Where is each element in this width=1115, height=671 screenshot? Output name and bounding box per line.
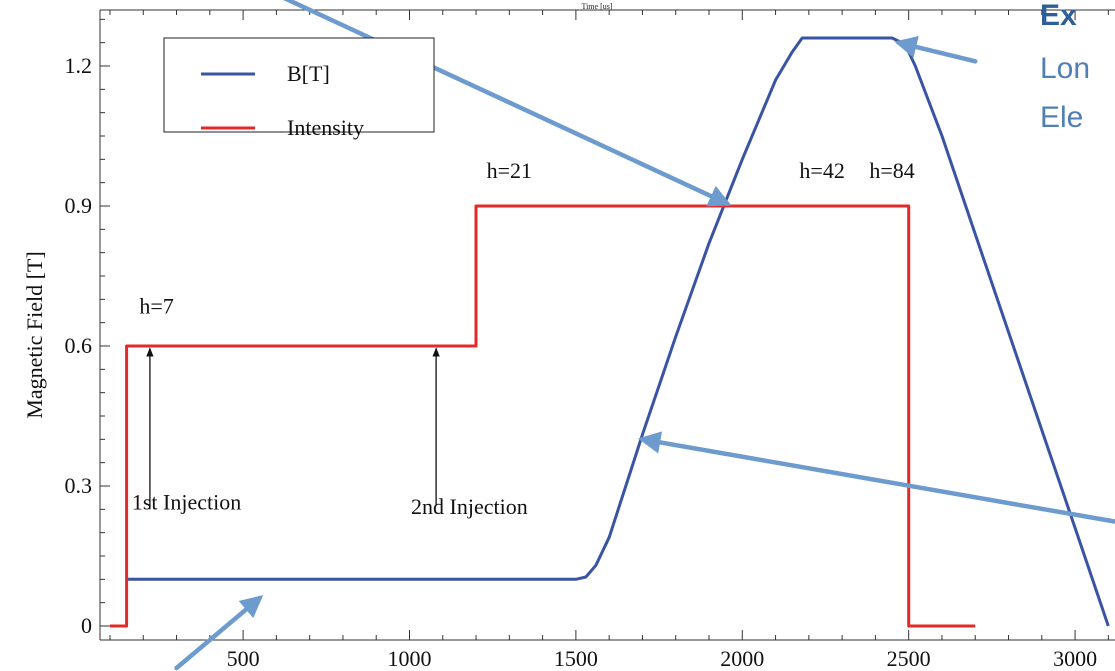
top-axis-label: Time [us] [581, 2, 612, 11]
legend-box [163, 37, 435, 133]
pointer-arrow-ramp [638, 431, 1115, 524]
y-tick-label: 0.9 [65, 193, 93, 218]
x-tick-label: 3000 [1053, 646, 1097, 671]
legend-label-b-field: B[T] [287, 61, 330, 86]
h84-label: h=84 [869, 158, 914, 183]
y-tick-label: 1.2 [65, 53, 93, 78]
y-tick-label: 0.3 [65, 473, 93, 498]
y-axis-label: Magnetic Field [T] [22, 251, 47, 418]
h42-label: h=42 [799, 158, 844, 183]
pointer-arrow-flattop [894, 36, 978, 64]
second-injection-label: 2nd Injection [411, 494, 528, 519]
side-text-line3: Ele [1040, 101, 1083, 134]
x-tick-label: 1500 [554, 646, 598, 671]
first-injection-label: 1st Injection [132, 489, 241, 514]
x-tick-label: 500 [227, 646, 260, 671]
side-text-line1: Ex [1040, 0, 1077, 32]
y-tick-label: 0.6 [65, 333, 93, 358]
y-tick-label: 0 [81, 613, 92, 638]
x-tick-label: 1000 [387, 646, 431, 671]
h7-label: h=7 [139, 293, 173, 318]
x-tick-label: 2500 [887, 646, 931, 671]
legend-label-intensity: Intensity [287, 115, 364, 140]
intensity-series-line [110, 204, 976, 628]
pointer-arrow-crossing [283, 0, 732, 207]
side-text-line2: Lon [1040, 52, 1090, 85]
b-field-series-line [126, 36, 1110, 627]
h21-label: h=21 [487, 158, 532, 183]
x-tick-label: 2000 [720, 646, 764, 671]
pointer-arrow-baseline [174, 595, 264, 671]
